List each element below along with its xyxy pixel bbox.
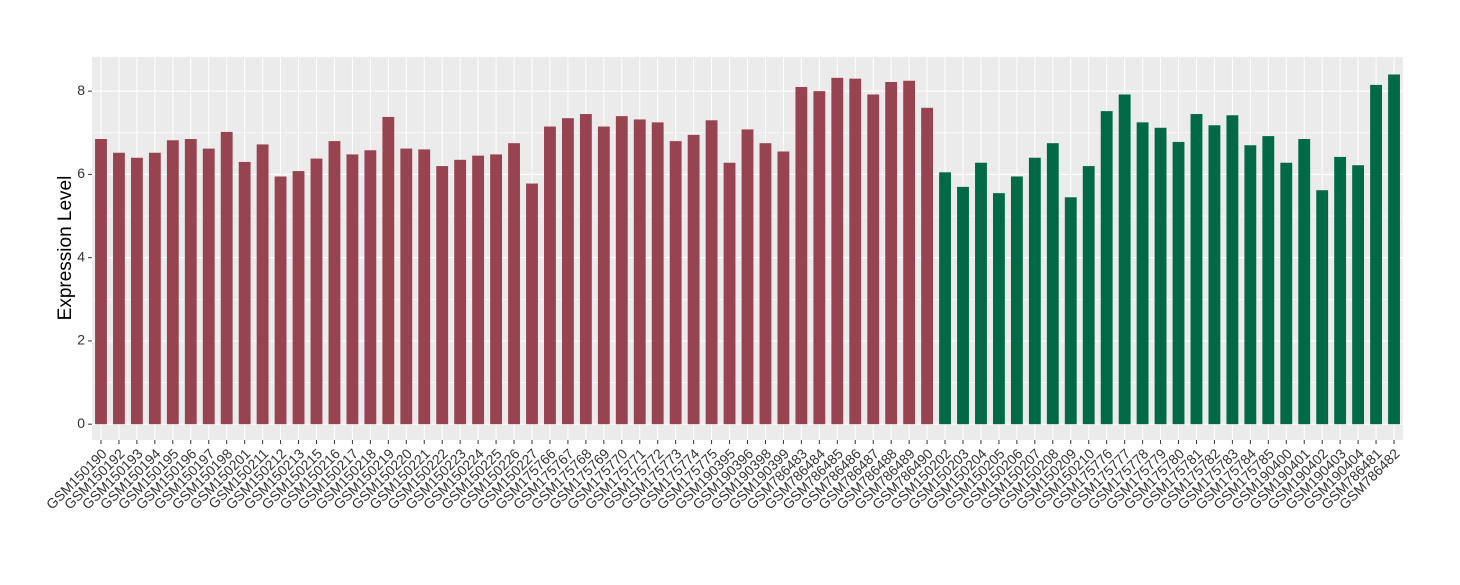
y-tick-label: 8 <box>77 82 85 98</box>
y-tick-label: 6 <box>77 165 85 181</box>
bar <box>723 162 736 425</box>
bar <box>436 166 449 425</box>
bar <box>1100 111 1113 425</box>
bar <box>544 126 556 425</box>
bar <box>166 140 179 425</box>
bar <box>526 183 538 425</box>
bar <box>903 80 916 425</box>
bar <box>633 119 646 425</box>
bar <box>202 148 215 425</box>
bar <box>130 157 143 425</box>
bar <box>669 141 682 425</box>
bar <box>849 78 862 425</box>
bar <box>885 81 898 425</box>
bar <box>867 94 880 425</box>
bar <box>939 172 951 425</box>
bar <box>579 114 592 425</box>
bar <box>1064 197 1077 425</box>
bar <box>328 141 341 425</box>
bar <box>274 176 287 425</box>
bar <box>957 186 969 425</box>
bar <box>1226 115 1239 425</box>
bar <box>400 148 413 425</box>
bar <box>1010 176 1023 425</box>
bar <box>490 154 503 425</box>
bar <box>220 131 233 425</box>
bar <box>1208 125 1221 425</box>
bar <box>795 86 808 425</box>
bar <box>1334 156 1347 425</box>
bar <box>1262 136 1275 425</box>
bar <box>1280 162 1293 425</box>
bar <box>113 152 125 425</box>
bar <box>561 118 574 425</box>
bar <box>508 143 520 425</box>
bar <box>95 139 107 425</box>
bar <box>346 154 359 425</box>
bar <box>1154 127 1167 425</box>
bar <box>148 152 161 425</box>
bar <box>992 193 1005 425</box>
bar <box>741 129 754 425</box>
bar <box>597 126 610 425</box>
bar <box>382 116 395 425</box>
bar <box>418 149 431 425</box>
bar <box>1316 190 1329 425</box>
bar <box>454 159 467 425</box>
bar <box>921 107 934 425</box>
bar <box>1352 165 1365 425</box>
bar <box>687 134 700 425</box>
bar <box>1190 114 1203 425</box>
bar <box>759 143 772 425</box>
bar <box>813 91 826 425</box>
bar <box>1388 74 1400 425</box>
bar <box>1370 84 1382 425</box>
bar <box>651 122 664 425</box>
y-tick-label: 0 <box>77 415 85 431</box>
bar <box>1118 94 1131 425</box>
y-tick-label: 2 <box>77 332 85 348</box>
bar <box>1046 143 1059 425</box>
y-axis-label: Expression Level <box>55 176 76 321</box>
bar <box>472 155 485 425</box>
bar <box>184 139 197 425</box>
bar <box>831 77 844 425</box>
bar <box>1172 141 1185 425</box>
bar <box>256 144 269 425</box>
bar <box>1244 145 1257 425</box>
bar <box>1298 139 1311 425</box>
bar <box>975 162 987 425</box>
bar <box>777 151 790 425</box>
bar <box>705 120 718 425</box>
bar <box>1028 157 1041 425</box>
bar <box>310 158 323 425</box>
y-tick-label: 4 <box>77 248 85 264</box>
bar <box>238 161 251 425</box>
bar <box>292 171 305 425</box>
bar <box>364 150 377 425</box>
bar <box>615 116 628 425</box>
bar <box>1136 122 1149 425</box>
bar <box>1082 166 1095 425</box>
